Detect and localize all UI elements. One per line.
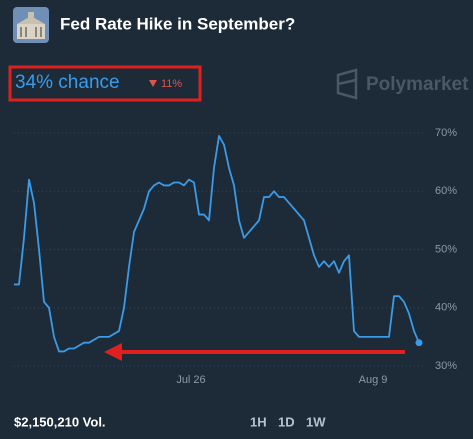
change-text: 11% bbox=[161, 78, 182, 90]
brand-logo bbox=[336, 68, 358, 100]
annotation-arrow bbox=[104, 343, 405, 361]
range-button[interactable]: 1D bbox=[278, 414, 295, 429]
y-tick-label: 30% bbox=[435, 360, 457, 372]
last-point bbox=[415, 339, 423, 347]
range-button[interactable]: 1H bbox=[250, 414, 267, 429]
y-tick-label: 50% bbox=[435, 243, 457, 255]
price-line bbox=[14, 135, 420, 353]
x-tick-label: Jul 26 bbox=[176, 374, 205, 386]
market-icon bbox=[13, 7, 49, 43]
y-tick-label: 60% bbox=[435, 185, 457, 197]
volume: $2,150,210 Vol. bbox=[14, 414, 106, 429]
highlight-box bbox=[8, 65, 202, 102]
x-tick-label: Aug 9 bbox=[359, 374, 388, 386]
down-indicator bbox=[149, 80, 157, 87]
y-tick-label: 70% bbox=[435, 127, 457, 139]
market-title: Fed Rate Hike in September? bbox=[60, 14, 295, 33]
brand-name: Polymarket bbox=[366, 74, 469, 95]
chance-text: 34% chance bbox=[15, 72, 120, 93]
plot: 70% 60% 50% 40% 30% Jul 26 Aug 9 bbox=[14, 127, 457, 386]
y-tick-label: 40% bbox=[435, 302, 457, 314]
range-button[interactable]: 1W bbox=[306, 414, 326, 429]
